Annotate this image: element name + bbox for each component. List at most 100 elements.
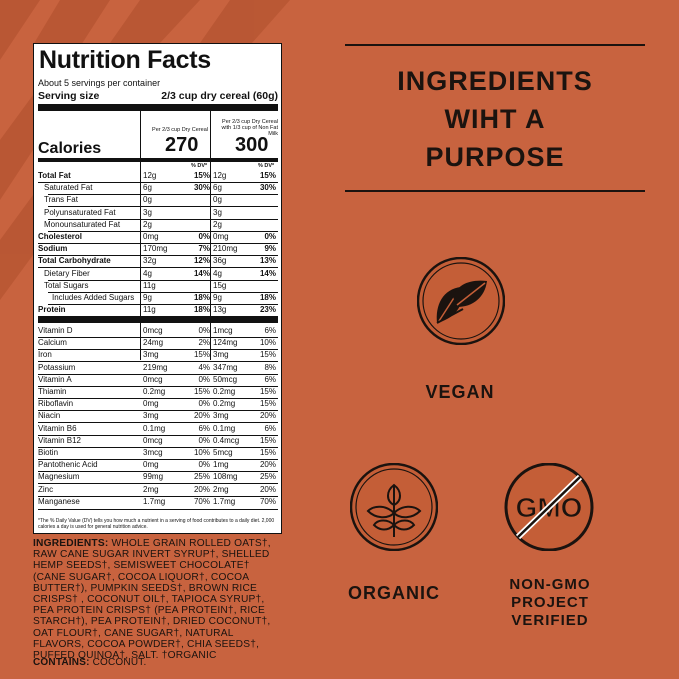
nutrient-dv: 0% [198,232,210,241]
nutrient-dv-with-milk: 30% [259,183,276,193]
vitamin-dv: 0% [198,326,210,335]
nutrient-name: Total Fat [38,171,71,180]
nutrient-amount: 6g [143,183,152,193]
vitamin-amount: 0mg [143,460,159,470]
nutrient-amount-with-milk: 210mg [213,244,238,254]
nutrient-amount-with-milk: 13g [213,305,227,315]
row-divider [48,304,278,305]
nutrient-dv: 15% [193,171,210,180]
row-divider [38,483,278,485]
nutrient-dv: 18% [193,305,210,315]
nutrient-amount-with-milk: 2g [213,219,222,229]
row-divider [38,422,278,424]
row-divider [38,410,278,412]
non-gmo-label-line-1: NON-GMO [509,576,591,593]
vitamin-dv-with-milk: 20% [259,411,276,421]
row-divider [48,206,278,208]
nutrient-name: Dietary Fiber [44,268,90,278]
row-divider [38,361,278,363]
vitamin-name: Vitamin D [38,326,73,335]
organic-label: ORGANIC [348,583,440,603]
row-divider [48,230,278,232]
nutrient-row: Trans Fat 0g 0g [38,194,278,206]
nutrient-row: Saturated Fat 6g 30% 6g 30% [38,182,278,194]
vitamin-name: Biotin [38,448,59,457]
vitamin-amount: 3mg [143,411,159,421]
nutrient-amount-with-milk: 0mg [213,232,229,241]
vitamin-dv: 0% [198,399,210,409]
vitamin-name: Thiamin [38,387,67,396]
serving-size-value: 2/3 cup dry cereal (60g) [161,90,278,102]
vitamin-dv: 20% [193,484,210,494]
vitamin-row: Vitamin A 0mcg 0% 50mcg 6% [38,374,278,386]
vitamin-row: Pantothenic Acid 0mg 0% 1mg 20% [38,459,278,471]
nutrient-amount-with-milk: 36g [213,256,227,266]
column-2-heading: Per 2/3 cup Dry Cereal with 1/3 cup of N… [221,119,278,137]
nutrient-dv-with-milk: 0% [264,232,276,241]
nutrient-row: Sodium 170mg 7% 210mg 9% [38,243,278,255]
nutrient-name: Protein [38,305,66,315]
vitamin-row: Vitamin B12 0mcg 0% 0.4mcg 15% [38,435,278,447]
row-divider [38,459,278,460]
headline: INGREDIENTS WIHT A PURPOSE [345,62,645,176]
vitamin-amount-with-milk: 50mcg [213,374,238,384]
vitamin-amount-with-milk: 347mg [213,362,238,372]
vitamin-dv: 25% [193,472,210,482]
vitamin-dv: 0% [198,435,210,445]
servings-per-container: About 5 servings per container [38,78,161,88]
nutrient-amount: 12g [143,171,157,180]
nutrient-dv: 7% [198,244,210,254]
nutrient-row: Total Sugars 11g 15g [38,280,278,292]
dv-heading-2: % DV* [258,163,275,169]
vitamin-dv-with-milk: 20% [259,460,276,470]
vitamin-amount: 0.1mg [143,423,166,433]
row-divider [48,194,278,196]
nutrition-title: Nutrition Facts [39,46,211,74]
ingredients-text: INGREDIENTS: WHOLE GRAIN ROLLED OATS†, R… [33,538,285,661]
row-divider [38,434,278,436]
vitamin-amount: 1.7mg [143,496,166,506]
dv-heading-1: % DV* [191,163,208,169]
vitamin-amount: 3mcg [143,448,163,457]
row-divider [38,182,278,183]
nutrient-amount-with-milk: 3g [213,207,222,217]
dv-footnote: *The % Daily Value (DV) tells you how mu… [38,518,275,530]
vitamin-dv: 0% [198,374,210,384]
row-divider [38,316,278,318]
vitamin-row: Riboflavin 0mg 0% 0.2mg 15% [38,398,278,410]
nutrient-row: Total Carbohydrate 32g 12% 36g 13% [38,255,278,267]
serving-size: Serving size 2/3 cup dry cereal (60g) [38,90,278,102]
vitamin-dv-with-milk: 20% [259,484,276,494]
vitamin-row: Manganese 1.7mg 70% 1.7mg 70% [38,496,278,508]
vitamin-dv-with-milk: 15% [259,399,276,409]
vitamin-amount-with-milk: 1mcg [213,326,233,335]
vitamin-dv-with-milk: 6% [264,326,276,335]
vegan-label: VEGAN [425,382,495,402]
contains-label: CONTAINS: [33,657,90,668]
vitamin-name: Calcium [38,338,67,348]
vitamin-amount-with-milk: 5mcg [213,448,233,457]
vitamin-row: Biotin 3mcg 10% 5mcg 15% [38,447,278,459]
vitamin-amount-with-milk: 108mg [213,472,238,482]
protein-rule [38,317,278,323]
calories-value-1: 270 [165,134,199,156]
nutrient-row: Polyunsaturated Fat 3g 3g [38,207,278,219]
vitamin-dv: 4% [198,362,210,372]
vitamin-amount: 99mg [143,472,164,482]
nutrient-name: Sodium [38,244,68,254]
vitamin-dv-with-milk: 15% [259,448,276,457]
nutrient-dv-with-milk: 13% [259,256,276,266]
vitamin-dv: 20% [193,411,210,421]
nutrient-amount: 4g [143,268,152,278]
nutrient-name: Total Carbohydrate [38,256,111,266]
column-divider [140,111,141,360]
nutrient-amount-with-milk: 9g [213,293,222,302]
nutrient-name: Trans Fat [44,195,78,205]
thick-rule [38,104,278,111]
nutrient-row: Cholesterol 0mg 0% 0mg 0% [38,231,278,243]
vitamin-dv: 6% [198,423,210,433]
nutrient-amount: 11g [143,280,156,290]
vitamin-name: Riboflavin [38,399,74,409]
nutrient-row: Monounsaturated Fat 2g 2g [38,219,278,231]
nutrient-row: Total Fat 12g 15% 12g 15% [38,170,278,182]
